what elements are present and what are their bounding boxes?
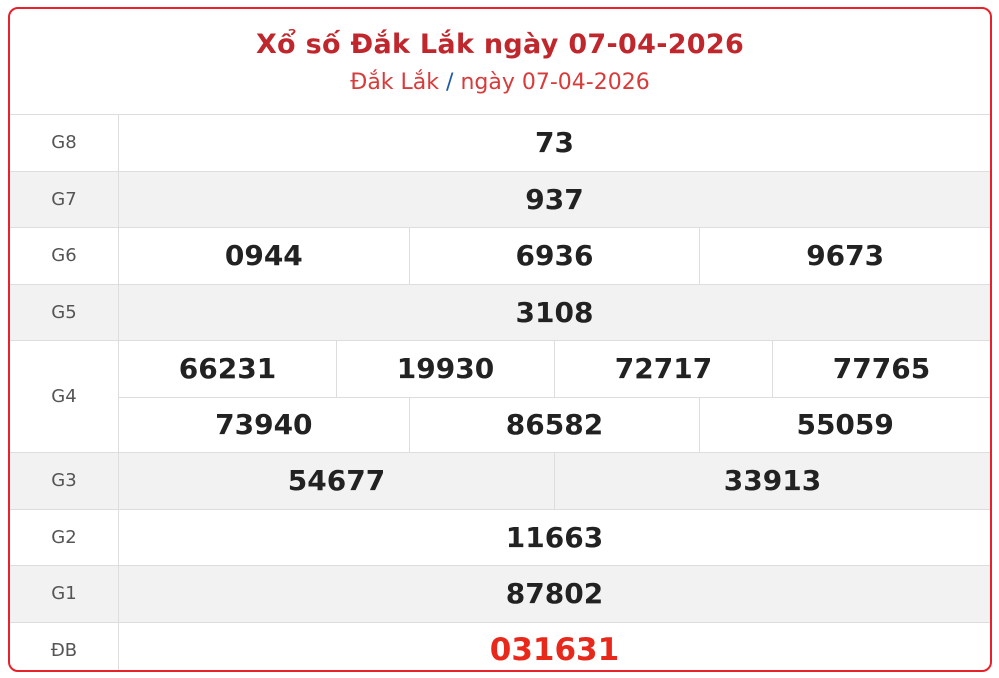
prize-number: 11663 bbox=[505, 520, 604, 554]
breadcrumb-date[interactable]: ngày 07-04-2026 bbox=[460, 70, 650, 95]
prize-number: 73940 bbox=[215, 408, 313, 442]
prize-label: G5 bbox=[10, 284, 119, 340]
breadcrumb-province[interactable]: Đắk Lắk bbox=[350, 70, 440, 95]
prize-row-g5: G5 3108 bbox=[10, 284, 990, 341]
prize-row-g8: G8 73 bbox=[10, 115, 990, 172]
prize-label: G8 bbox=[10, 115, 119, 171]
prize-number: 19930 bbox=[336, 341, 554, 397]
prize-row-g4: G4 66231 19930 72717 77765 73940 86582 55059 bbox=[10, 341, 990, 453]
prize-number: 77765 bbox=[772, 341, 990, 397]
prize-row-g2: G2 11663 bbox=[10, 509, 990, 566]
prize-row-g1: G1 87802 bbox=[10, 566, 990, 623]
prize-number: 66231 bbox=[178, 352, 277, 386]
prize-label: G2 bbox=[10, 509, 119, 565]
prize-label: G6 bbox=[10, 228, 119, 284]
prize-label: G4 bbox=[10, 341, 119, 452]
prize-number: 55059 bbox=[699, 397, 990, 452]
prize-label: ĐB bbox=[10, 622, 119, 670]
header: Xổ số Đắk Lắk ngày 07-04-2026 Đắk Lắk / … bbox=[10, 9, 990, 115]
prize-number: 0944 bbox=[224, 239, 303, 273]
prize-number: 33913 bbox=[554, 453, 990, 509]
lottery-result-card: Xổ số Đắk Lắk ngày 07-04-2026 Đắk Lắk / … bbox=[8, 7, 992, 672]
prize-number: 86582 bbox=[408, 397, 700, 452]
prize-label: G3 bbox=[10, 453, 119, 509]
prize-label: G7 bbox=[10, 171, 119, 227]
prize-number: 87802 bbox=[505, 577, 604, 611]
prize-row-g7: G7 937 bbox=[10, 171, 990, 228]
prize-number: 3108 bbox=[515, 295, 594, 329]
prize-row-g3: G3 54677 33913 bbox=[10, 453, 990, 510]
prize-number: 72717 bbox=[554, 341, 772, 397]
breadcrumb-separator: / bbox=[446, 70, 454, 95]
special-prize-number: 031631 bbox=[489, 632, 620, 669]
prize-label: G1 bbox=[10, 566, 119, 622]
prize-number: 937 bbox=[525, 182, 584, 216]
prize-number: 54677 bbox=[287, 464, 386, 498]
breadcrumb: Đắk Lắk / ngày 07-04-2026 bbox=[10, 70, 990, 95]
prize-number: 73 bbox=[535, 126, 574, 160]
prize-row-đb: ĐB 031631 bbox=[10, 622, 990, 670]
prize-number: 6936 bbox=[408, 228, 700, 284]
prize-number: 9673 bbox=[699, 228, 990, 284]
results-table: G8 73 G7 937 G6 0944 6936 9673 G5 3108 G4 66231 1993… bbox=[10, 115, 990, 670]
page-title: Xổ số Đắk Lắk ngày 07-04-2026 bbox=[255, 29, 745, 60]
prize-row-g6: G6 0944 6936 9673 bbox=[10, 228, 990, 285]
